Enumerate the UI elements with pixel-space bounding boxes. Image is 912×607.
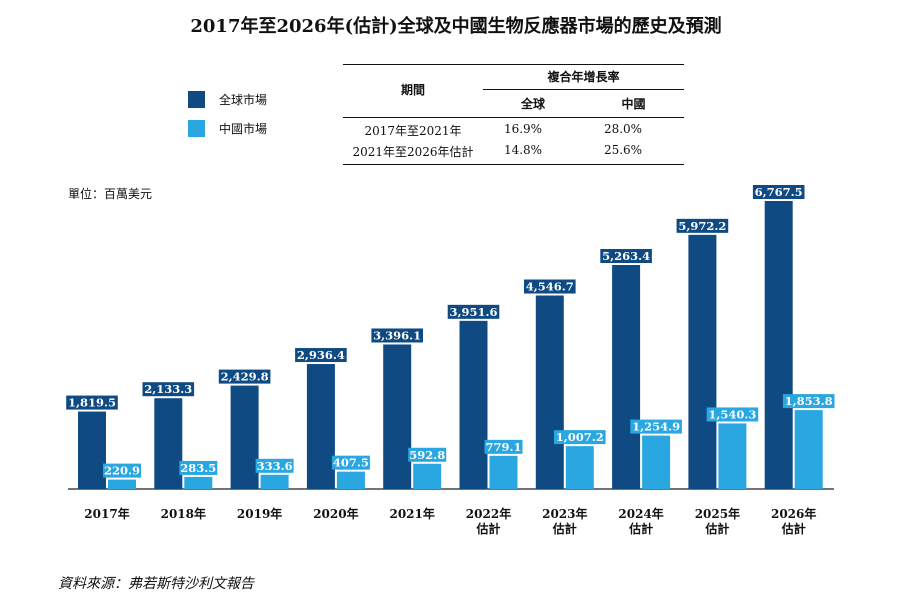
chart-title: 2017年至2026年(估計)全球及中國生物反應器市場的歷史及預測 [190, 16, 722, 37]
value-label: 3,396.1 [373, 328, 421, 342]
value-label-bg [408, 447, 447, 462]
bar-global-4 [383, 344, 412, 489]
table-row-1-china: 28.0% [603, 122, 643, 136]
value-label: 592.8 [409, 448, 445, 462]
value-label: 1,254.9 [632, 420, 680, 434]
value-label-bg [676, 218, 729, 233]
bar-china-3 [336, 471, 365, 489]
x-tick-label: 2021年 [389, 506, 434, 521]
x-tick-label: 2018年 [161, 506, 206, 521]
x-tick-label: 估計 [781, 521, 806, 536]
bar-china-9 [794, 410, 823, 489]
x-tick-label: 2023年 [542, 506, 587, 521]
bar-global-7 [612, 265, 641, 489]
value-label-bg [371, 328, 423, 343]
table-row-2-global: 14.8% [503, 143, 543, 157]
x-tick-label: 2017年 [84, 506, 129, 521]
value-label-bg [142, 382, 195, 397]
unit-label: 單位：百萬美元 [68, 187, 153, 201]
value-label-bg [706, 407, 759, 422]
value-label: 5,972.2 [678, 219, 726, 233]
x-tick-label: 估計 [552, 521, 577, 536]
table-header-cagr: 複合年增長率 [547, 70, 620, 84]
table-row-1-global: 16.9% [503, 122, 543, 136]
value-label: 283.5 [180, 461, 216, 475]
table-rule-header [343, 117, 684, 118]
legend-swatch-global [188, 91, 205, 108]
value-label-bg [752, 185, 805, 199]
legend-item-china: 中國市場 [188, 120, 267, 137]
value-label-bg [630, 419, 682, 434]
value-label-bg [484, 439, 523, 454]
value-label: 3,951.6 [449, 305, 497, 319]
bar-global-9 [764, 201, 793, 489]
value-label-bg [524, 279, 576, 294]
x-tick-label: 估計 [475, 521, 500, 536]
legend-swatch-china [188, 120, 205, 137]
value-label: 1,540.3 [708, 407, 756, 421]
value-label: 1,819.5 [68, 396, 116, 410]
x-tick-label: 2025年 [695, 506, 740, 521]
bar-global-1 [154, 398, 183, 489]
bar-global-3 [306, 364, 335, 489]
value-label-bg [600, 249, 652, 264]
bar-china-8 [718, 423, 747, 489]
table-rule-top [343, 64, 684, 65]
table-row-2-china: 25.6% [603, 143, 643, 157]
x-tick-label: 2020年 [313, 506, 358, 521]
value-label-bg [295, 348, 347, 363]
value-label: 333.6 [257, 459, 293, 473]
value-label: 1,853.8 [785, 394, 833, 408]
value-label-bg [66, 395, 118, 410]
value-label: 1,007.2 [556, 430, 604, 444]
x-tick-label: 2019年 [237, 506, 282, 521]
x-tick-label: 2024年 [618, 506, 663, 521]
value-label-bg [447, 304, 500, 319]
value-label: 779.1 [485, 440, 521, 454]
x-tick-label: 2022年 [466, 506, 511, 521]
bar-china-5 [489, 455, 518, 489]
value-label: 220.9 [104, 464, 140, 478]
bar-global-5 [459, 320, 488, 489]
value-label-bg [782, 394, 835, 409]
x-tick-label: 估計 [628, 521, 653, 536]
table-rule-bottom [343, 164, 684, 165]
legend-label-china: 中國市場 [219, 122, 268, 136]
legend-item-global: 全球市場 [188, 91, 267, 108]
bar-china-1 [184, 476, 213, 489]
value-label: 5,263.4 [602, 249, 650, 263]
value-label: 407.5 [333, 456, 369, 470]
bar-china-6 [565, 446, 594, 489]
x-tick-label: 估計 [704, 521, 729, 536]
value-label-bg [218, 369, 271, 384]
bar-china-4 [413, 463, 442, 489]
value-label: 4,546.7 [526, 280, 574, 294]
value-label: 2,936.4 [297, 348, 345, 362]
value-label: 2,429.8 [221, 370, 269, 384]
bar-china-7 [642, 435, 671, 489]
value-label-bg [331, 455, 370, 470]
value-label: 2,133.3 [144, 382, 192, 396]
legend-label-global: 全球市場 [219, 93, 268, 107]
value-label-bg [554, 430, 606, 445]
bar-global-2 [230, 385, 259, 489]
bar-china-2 [260, 474, 289, 489]
table-row-2-period: 2021年至2026年估計 [352, 145, 474, 159]
table-header-period: 期間 [400, 83, 425, 97]
source-note: 資料來源：弗若斯特沙利文報告 [58, 576, 254, 592]
value-label-bg [103, 463, 141, 478]
bar-china-0 [108, 479, 136, 489]
value-label-bg [179, 460, 218, 475]
table-rule-sub [483, 89, 684, 90]
value-label: 6,767.5 [755, 185, 803, 199]
table-header-china: 中國 [621, 97, 646, 111]
table-row-1-period: 2017年至2021年 [364, 124, 462, 138]
x-tick-label: 2026年 [771, 506, 816, 521]
bar-global-0 [78, 411, 106, 489]
bar-global-6 [535, 295, 564, 489]
bar-global-8 [688, 234, 717, 489]
value-label-bg [255, 458, 294, 473]
table-header-global: 全球 [520, 97, 545, 111]
